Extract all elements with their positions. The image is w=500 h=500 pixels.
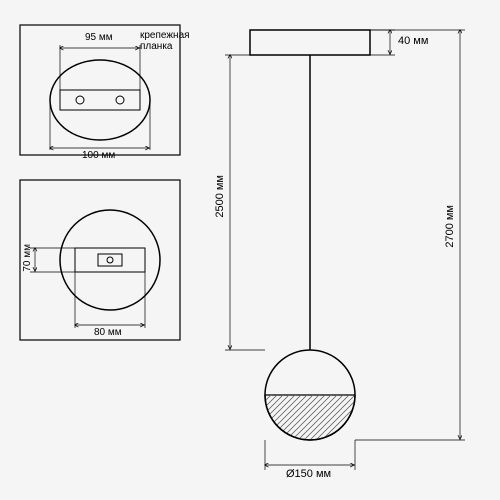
label-diameter: Ø150 мм (286, 468, 331, 480)
diagram-svg (0, 0, 500, 500)
label-95mm: 95 мм (85, 32, 113, 43)
label-70mm: 70 мм (22, 244, 33, 272)
label-2700mm: 2700 мм (444, 205, 456, 248)
label-80mm: 80 мм (94, 327, 122, 338)
bottom-detail-box (20, 180, 180, 340)
label-plate: крепежная планка (140, 30, 190, 52)
label-100mm: 100 мм (82, 150, 115, 161)
label-2500mm: 2500 мм (214, 175, 226, 218)
label-40mm: 40 мм (398, 35, 428, 47)
pendant-main (225, 30, 465, 470)
